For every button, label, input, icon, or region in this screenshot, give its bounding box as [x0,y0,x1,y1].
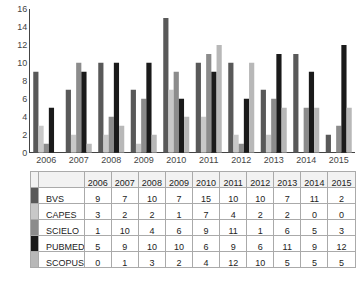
svg-text:2011: 2011 [223,178,242,188]
svg-text:0: 0 [95,258,100,268]
svg-text:2008: 2008 [101,155,121,165]
svg-text:2: 2 [22,130,27,140]
svg-text:2014: 2014 [296,155,316,165]
svg-text:11: 11 [228,226,237,236]
svg-text:1: 1 [95,226,100,236]
svg-text:10: 10 [255,194,265,204]
svg-text:4: 4 [231,210,236,220]
svg-text:2009: 2009 [169,178,189,188]
svg-text:2: 2 [122,210,127,220]
svg-text:6: 6 [285,226,290,236]
svg-text:10: 10 [17,58,27,68]
svg-text:0: 0 [22,148,27,158]
svg-text:CAPES: CAPES [46,210,77,220]
svg-text:2012: 2012 [250,178,270,188]
svg-text:0: 0 [339,210,344,220]
svg-text:5: 5 [95,242,100,252]
svg-text:2: 2 [149,210,154,220]
svg-text:0: 0 [312,210,317,220]
svg-text:4: 4 [149,226,154,236]
svg-text:10: 10 [174,242,184,252]
svg-text:7: 7 [176,194,181,204]
svg-text:1: 1 [176,210,181,220]
svg-text:5: 5 [312,258,317,268]
svg-text:3: 3 [149,258,154,268]
svg-text:10: 10 [147,242,157,252]
svg-text:2: 2 [176,258,181,268]
svg-text:1: 1 [122,258,127,268]
svg-text:6: 6 [22,94,27,104]
svg-text:2013: 2013 [277,178,297,188]
svg-text:10: 10 [255,258,265,268]
svg-text:7: 7 [204,210,209,220]
svg-text:2010: 2010 [196,178,216,188]
svg-text:10: 10 [147,194,157,204]
svg-text:9: 9 [231,242,236,252]
svg-text:6: 6 [176,226,181,236]
svg-text:4: 4 [204,258,209,268]
svg-text:5: 5 [312,226,317,236]
svg-text:SCOPUS: SCOPUS [46,258,84,268]
svg-text:7: 7 [122,194,127,204]
svg-text:BVS: BVS [46,194,64,204]
svg-text:7: 7 [285,194,290,204]
svg-text:11: 11 [310,194,319,204]
svg-text:2015: 2015 [329,155,349,165]
svg-text:5: 5 [339,258,344,268]
svg-text:10: 10 [228,194,238,204]
svg-text:2007: 2007 [69,155,89,165]
svg-text:6: 6 [204,242,209,252]
svg-text:16: 16 [17,4,27,14]
svg-text:2: 2 [285,210,290,220]
svg-text:9: 9 [312,242,317,252]
svg-text:1: 1 [258,226,263,236]
svg-text:2015: 2015 [331,178,351,188]
svg-text:14: 14 [17,22,27,32]
svg-text:9: 9 [122,242,127,252]
svg-text:3: 3 [339,226,344,236]
svg-text:12: 12 [336,242,346,252]
svg-text:5: 5 [285,258,290,268]
svg-text:SCIELO: SCIELO [46,226,79,236]
svg-text:PUBMED: PUBMED [46,242,85,252]
svg-text:10: 10 [120,226,130,236]
svg-text:2: 2 [339,194,344,204]
svg-text:2: 2 [258,210,263,220]
svg-text:2011: 2011 [199,155,218,165]
svg-text:3: 3 [95,210,100,220]
svg-text:15: 15 [201,194,211,204]
svg-text:12: 12 [17,40,27,50]
svg-text:2010: 2010 [166,155,186,165]
svg-text:11: 11 [283,242,292,252]
svg-text:2008: 2008 [142,178,162,188]
svg-text:2009: 2009 [134,155,154,165]
svg-text:12: 12 [228,258,238,268]
svg-text:9: 9 [95,194,100,204]
svg-text:2007: 2007 [115,178,135,188]
svg-text:2006: 2006 [36,155,56,165]
svg-text:6: 6 [258,242,263,252]
svg-text:2012: 2012 [231,155,251,165]
svg-text:4: 4 [22,112,27,122]
svg-text:2014: 2014 [304,178,324,188]
svg-text:2013: 2013 [264,155,284,165]
svg-text:9: 9 [204,226,209,236]
svg-text:2006: 2006 [88,178,108,188]
svg-text:8: 8 [22,76,27,86]
